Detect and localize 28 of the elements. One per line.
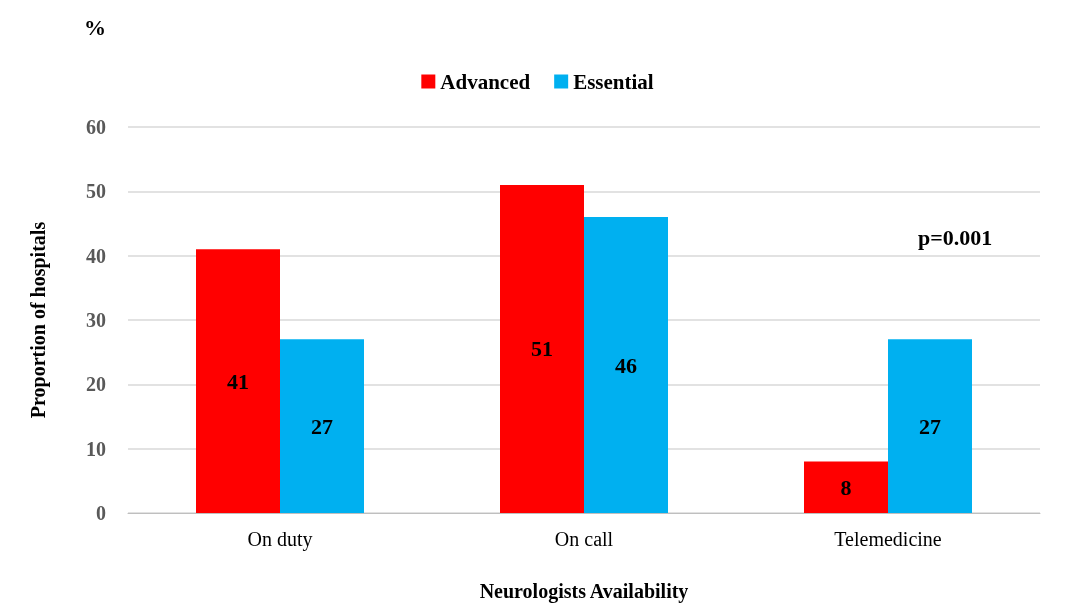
y-tick-label: 60 bbox=[86, 116, 106, 138]
text: % bbox=[84, 14, 106, 40]
data-label: 41 bbox=[227, 368, 249, 394]
data-label: 51 bbox=[531, 336, 553, 362]
data-label: 27 bbox=[311, 413, 333, 439]
x-axis-title: Neurologists Availability bbox=[479, 580, 689, 603]
legend-label: Advanced bbox=[440, 69, 531, 94]
bar bbox=[280, 339, 364, 513]
y-tick-label: 30 bbox=[86, 309, 106, 331]
x-tick-label: On call bbox=[554, 528, 614, 550]
x-tick-label: On duty bbox=[247, 528, 313, 551]
y-tick-label: 0 bbox=[96, 502, 106, 524]
bar bbox=[804, 461, 888, 513]
bar bbox=[888, 339, 972, 513]
bar bbox=[500, 184, 584, 513]
y-tick-label: 10 bbox=[86, 437, 106, 460]
bar bbox=[196, 249, 280, 513]
bar bbox=[584, 217, 668, 513]
y-tick-label: 50 bbox=[86, 180, 106, 203]
y-tick-label: 20 bbox=[86, 373, 106, 396]
y-axis-title: Proportion of hospitals bbox=[27, 221, 50, 419]
annotation: p=0.001 bbox=[918, 224, 993, 250]
legend-label: Essential bbox=[573, 69, 654, 94]
data-label: 46 bbox=[615, 352, 637, 378]
x-tick-label: Telemedicine bbox=[834, 528, 942, 550]
data-label: 27 bbox=[919, 413, 941, 439]
data-label: 8 bbox=[840, 474, 852, 500]
y-tick-label: 40 bbox=[86, 244, 106, 267]
